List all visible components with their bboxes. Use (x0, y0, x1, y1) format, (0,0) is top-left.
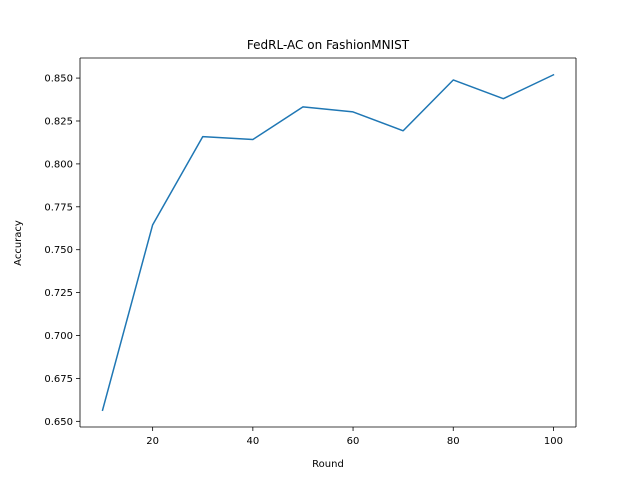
y-tick-label: 0.850 (44, 74, 73, 85)
y-tick-label: 0.825 (44, 116, 73, 127)
x-axis-label: Round (312, 459, 344, 470)
y-tick-label: 0.750 (44, 245, 73, 256)
x-tick-label: 20 (146, 436, 159, 447)
x-tick-label: 40 (246, 436, 259, 447)
y-tick-label: 0.725 (44, 288, 73, 299)
y-tick-label: 0.650 (44, 417, 73, 428)
plot-area: 20 40 60 80 100 0.650 0.675 0.700 0.725 0.750 0.77… (44, 57, 577, 447)
y-axis-label: Accuracy (13, 220, 24, 266)
y-tick-label: 0.700 (44, 331, 73, 342)
series-line-0 (101, 73, 555, 412)
x-tick-label: 100 (544, 436, 563, 447)
y-tick-label: 0.800 (44, 159, 73, 170)
y-tick-label: 0.775 (44, 202, 73, 213)
chart-title: FedRL-AC on FashionMNIST (247, 38, 410, 52)
y-tick-label: 0.675 (44, 374, 73, 385)
x-tick-label: 60 (347, 436, 360, 447)
x-tick-label: 80 (447, 436, 460, 447)
